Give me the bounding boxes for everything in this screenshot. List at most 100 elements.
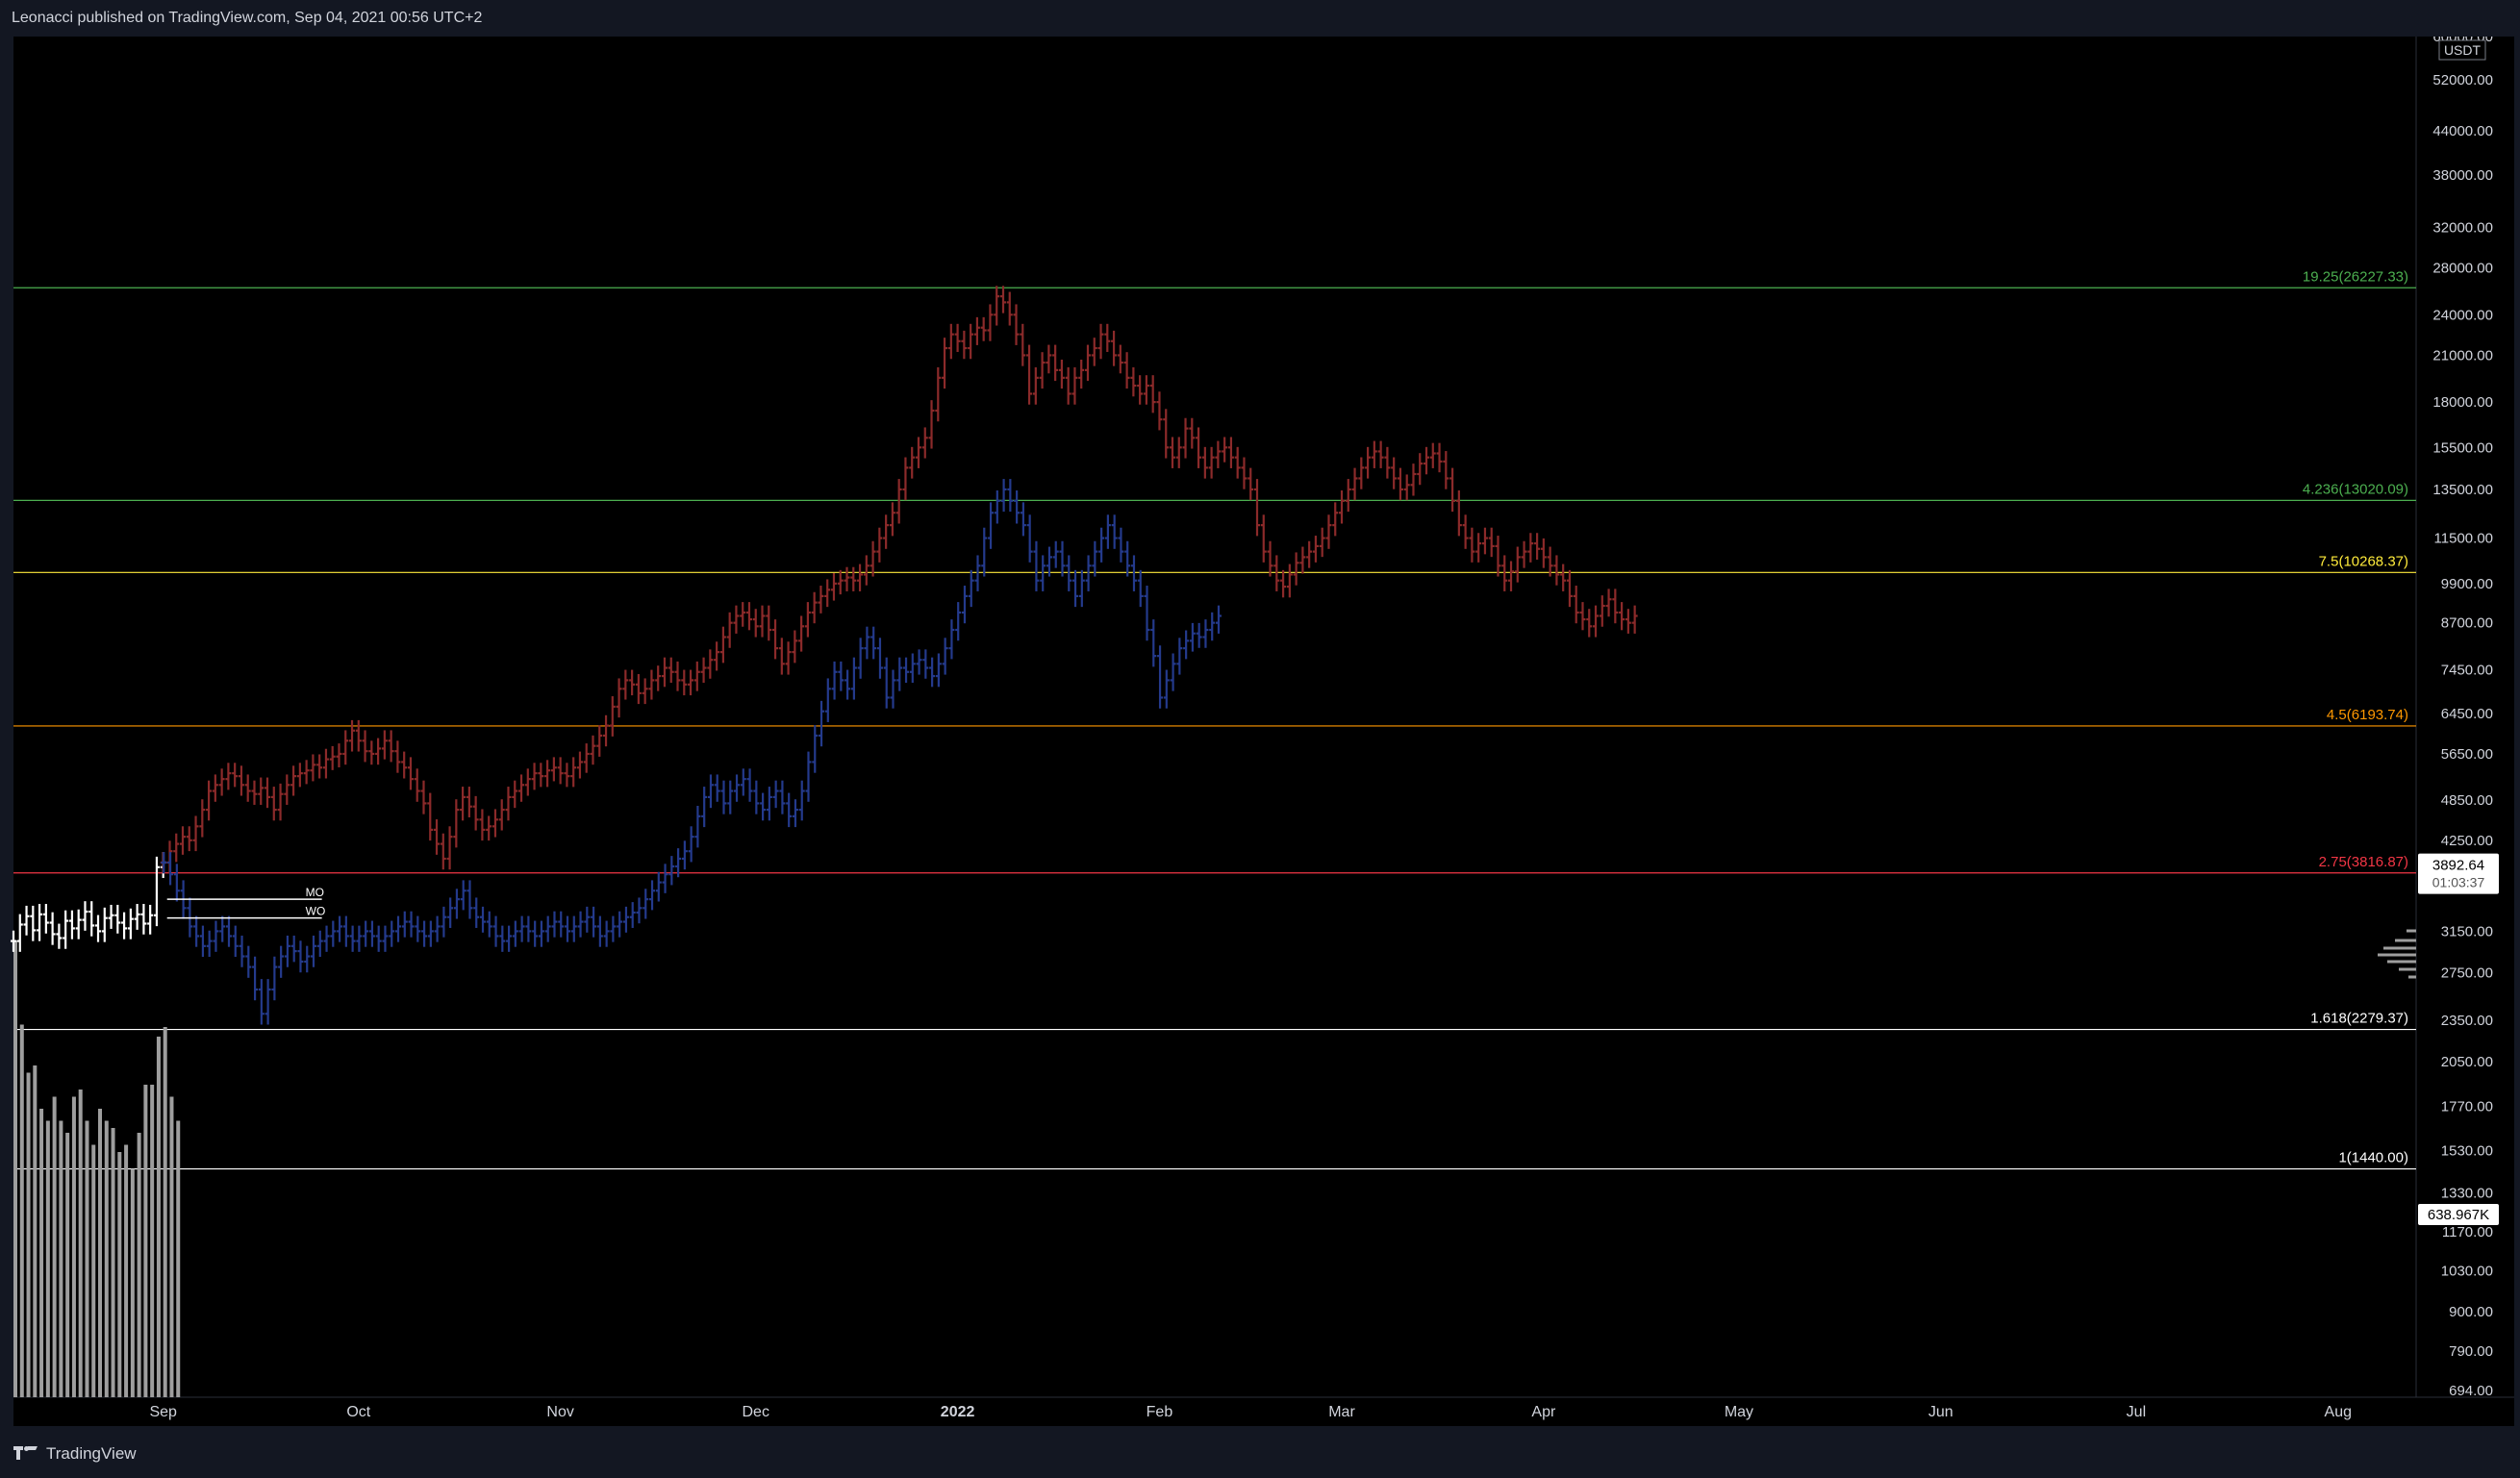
price-bar [1566, 569, 1573, 608]
price-bar [486, 815, 492, 841]
price-bar [1514, 546, 1521, 583]
price-bar [1579, 602, 1586, 631]
price-bar [1170, 653, 1176, 691]
price-bar [271, 956, 278, 1001]
price-bar [270, 787, 277, 821]
price-bar [1449, 467, 1456, 513]
y-tick-label: 38000.00 [2432, 167, 2493, 184]
price-bar [1026, 344, 1033, 405]
price-bar [1026, 514, 1033, 563]
price-tag-value: 3892.64 [2432, 858, 2484, 874]
price-bar [1351, 467, 1358, 501]
price-bar [838, 661, 844, 691]
price-bar [1091, 338, 1097, 366]
price-bar [1365, 446, 1372, 479]
price-bar [779, 780, 786, 814]
price-bar [1000, 479, 1007, 513]
price-bar [82, 901, 88, 931]
price-bar [232, 763, 239, 788]
price-bar [766, 605, 772, 641]
price-bar [193, 915, 200, 947]
price-bar [460, 787, 466, 821]
price-bar [577, 911, 584, 938]
y-tick-label: 4850.00 [2441, 792, 2493, 809]
price-bar [915, 437, 921, 468]
price-bar [492, 915, 499, 947]
price-bar [629, 902, 636, 928]
price-bar [395, 915, 402, 942]
price-bar [1046, 344, 1052, 374]
price-bar [1267, 540, 1273, 577]
x-tick-label: Jul [2127, 1404, 2146, 1420]
y-tick-label: 11500.00 [2434, 531, 2493, 547]
price-bar [1527, 533, 1534, 563]
price-bar [558, 911, 565, 938]
publisher-text: Leonacci published on TradingView.com, S… [12, 10, 483, 26]
price-bar [642, 678, 648, 705]
price-bar [812, 725, 819, 773]
volume-bar [150, 1085, 155, 1397]
y-tick-label: 21000.00 [2432, 347, 2493, 363]
price-bar [1260, 514, 1267, 563]
price-bar [1111, 330, 1118, 366]
price-bar [453, 799, 460, 848]
price-bar [1150, 619, 1157, 667]
price-bar [1319, 527, 1325, 558]
price-bar [524, 768, 531, 796]
price-bar [375, 925, 382, 952]
price-bar [329, 745, 336, 770]
price-bar [114, 904, 121, 934]
price-bar [1196, 427, 1202, 468]
price-bar [1377, 440, 1384, 468]
price-bar [244, 774, 251, 802]
price-bar [368, 920, 375, 947]
price-bar [1455, 490, 1462, 537]
price-bar [955, 602, 962, 641]
price-bar [389, 920, 395, 947]
price-bar [1209, 612, 1216, 641]
tradingview-logo-icon [13, 1446, 38, 1462]
price-bar [610, 915, 617, 942]
tradingview-brand[interactable]: TradingView [13, 1444, 137, 1464]
price-chart[interactable]: 19.25(26227.33) 4.236(13020.09) 7.5(10268.… [0, 37, 2520, 1431]
price-bar [1241, 457, 1247, 489]
price-bar [844, 566, 850, 591]
y-tick-label: 694.00 [2449, 1383, 2493, 1399]
price-bar [1410, 463, 1417, 496]
price-bar [1280, 569, 1287, 598]
price-bar [1137, 569, 1144, 608]
price-bar [968, 323, 974, 360]
price-bar [1443, 451, 1449, 489]
price-bar [603, 714, 610, 747]
price-bar [1189, 417, 1196, 449]
price-bar [693, 661, 700, 691]
price-bar [655, 871, 662, 902]
price-bar [525, 915, 532, 942]
price-bar [278, 945, 285, 978]
fib-level-label: 4.236(13020.09) [2303, 481, 2408, 497]
price-bar [830, 573, 837, 601]
price-bar [434, 819, 441, 855]
price-bar [505, 787, 512, 821]
price-bar [1046, 546, 1052, 577]
fib-level-label: 19.25(26227.33) [2303, 268, 2408, 285]
price-bar [420, 780, 427, 814]
price-bar [427, 792, 434, 841]
price-bar [1599, 595, 1605, 627]
price-bar [355, 719, 362, 752]
price-bar [1273, 555, 1280, 591]
price-bar [401, 911, 408, 938]
price-bar [1306, 540, 1313, 568]
volume-bar [176, 1120, 181, 1397]
price-bar [1215, 605, 1222, 634]
price-bar [337, 915, 343, 942]
volume-bar [130, 1168, 135, 1397]
price-bar [1215, 440, 1222, 468]
price-bar [1619, 602, 1625, 631]
price-bar [1586, 609, 1593, 638]
price-bar [1222, 437, 1228, 463]
price-bar [290, 765, 297, 796]
price-bar [460, 880, 466, 911]
price-bar [961, 586, 968, 624]
price-bar [921, 427, 928, 459]
